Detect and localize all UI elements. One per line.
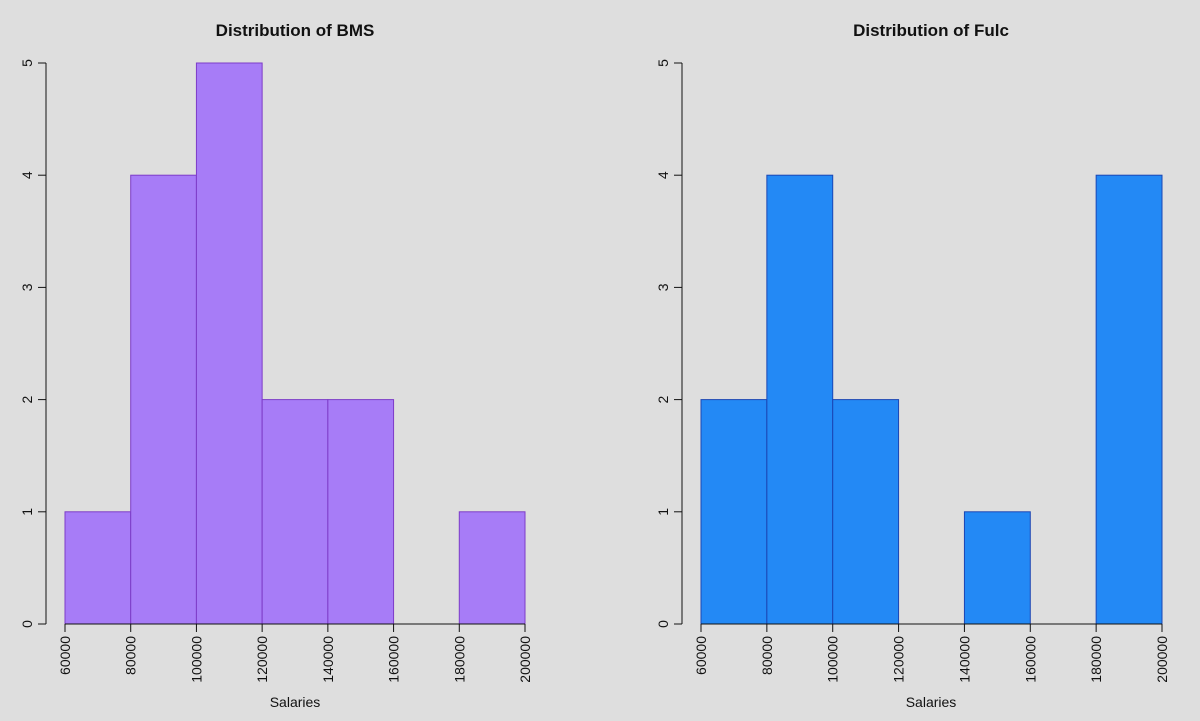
histogram-bar — [766, 174, 834, 625]
y-tick-label: 0 — [19, 620, 35, 628]
y-tick-label: 1 — [19, 508, 35, 516]
x-tick-label: 100000 — [188, 636, 204, 683]
x-tick-label: 140000 — [956, 636, 972, 683]
x-tick-label: 120000 — [254, 636, 270, 683]
x-axis-label: Salaries — [270, 694, 321, 710]
x-axis-label: Salaries — [906, 694, 957, 710]
x-tick-label: 180000 — [451, 636, 467, 683]
x-tick-label: 160000 — [386, 636, 402, 683]
x-tick-label: 200000 — [1154, 636, 1170, 683]
y-tick-label: 4 — [655, 171, 671, 179]
x-tick-label: 200000 — [517, 636, 533, 683]
x-tick-label: 80000 — [123, 636, 139, 675]
histogram-bar — [832, 399, 900, 625]
x-tick-label: 160000 — [1022, 636, 1038, 683]
x-tick-label: 180000 — [1088, 636, 1104, 683]
y-tick-label: 4 — [19, 171, 35, 179]
x-tick-label: 140000 — [320, 636, 336, 683]
histogram-bar — [261, 399, 329, 625]
fulc-histogram-panel: Distribution of Fulc Salaries 60000 80000… — [655, 21, 1170, 710]
x-tick-label: 60000 — [57, 636, 73, 675]
histogram-bar — [195, 62, 263, 625]
histogram-bar — [700, 399, 768, 625]
x-tick-label: 60000 — [693, 636, 709, 675]
chart-title: Distribution of Fulc — [853, 21, 1009, 40]
y-tick-label: 3 — [655, 283, 671, 291]
y-tick-label: 0 — [655, 620, 671, 628]
bms-histogram-panel: Distribution of BMS Salaries 60000 80000 1… — [19, 21, 533, 710]
histogram-bar — [64, 511, 132, 625]
x-tick-label: 100000 — [825, 636, 841, 683]
y-tick-label: 2 — [19, 395, 35, 403]
y-tick-label: 5 — [655, 59, 671, 67]
histogram-bar — [458, 511, 526, 625]
x-tick-label: 80000 — [759, 636, 775, 675]
chart-title: Distribution of BMS — [216, 21, 375, 40]
histogram-bar — [327, 399, 395, 625]
y-tick-label: 5 — [19, 59, 35, 67]
histogram-bar — [963, 511, 1031, 625]
y-tick-label: 1 — [655, 508, 671, 516]
x-tick-label: 120000 — [891, 636, 907, 683]
histogram-bar — [1095, 174, 1163, 625]
histogram-bar — [130, 174, 197, 625]
y-tick-label: 3 — [19, 283, 35, 291]
y-tick-label: 2 — [655, 395, 671, 403]
